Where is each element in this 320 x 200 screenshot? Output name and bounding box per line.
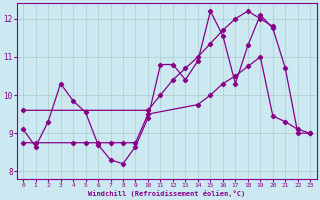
X-axis label: Windchill (Refroidissement éolien,°C): Windchill (Refroidissement éolien,°C) — [88, 190, 245, 197]
